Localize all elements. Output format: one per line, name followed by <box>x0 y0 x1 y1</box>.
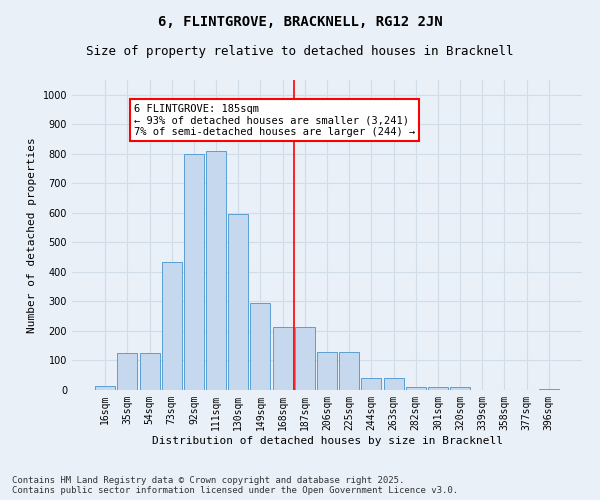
Bar <box>206 151 226 390</box>
Bar <box>383 378 404 390</box>
Text: 6, FLINTGROVE, BRACKNELL, RG12 2JN: 6, FLINTGROVE, BRACKNELL, RG12 2JN <box>158 15 442 29</box>
Y-axis label: Number of detached properties: Number of detached properties <box>27 137 37 333</box>
Bar <box>250 303 271 390</box>
Text: 6 FLINTGROVE: 185sqm
← 93% of detached houses are smaller (3,241)
7% of semi-det: 6 FLINTGROVE: 185sqm ← 93% of detached h… <box>134 104 415 137</box>
Bar <box>272 326 293 390</box>
Bar <box>339 352 359 390</box>
Bar <box>539 388 559 390</box>
Bar <box>317 352 337 390</box>
X-axis label: Distribution of detached houses by size in Bracknell: Distribution of detached houses by size … <box>151 436 503 446</box>
Bar <box>95 386 115 390</box>
Bar <box>162 262 182 390</box>
Text: Contains HM Land Registry data © Crown copyright and database right 2025.
Contai: Contains HM Land Registry data © Crown c… <box>12 476 458 495</box>
Bar <box>184 154 204 390</box>
Bar <box>361 378 382 390</box>
Bar <box>228 214 248 390</box>
Bar <box>140 353 160 390</box>
Bar <box>118 353 137 390</box>
Text: Size of property relative to detached houses in Bracknell: Size of property relative to detached ho… <box>86 45 514 58</box>
Bar <box>450 387 470 390</box>
Bar <box>295 326 315 390</box>
Bar <box>428 387 448 390</box>
Bar <box>406 387 426 390</box>
